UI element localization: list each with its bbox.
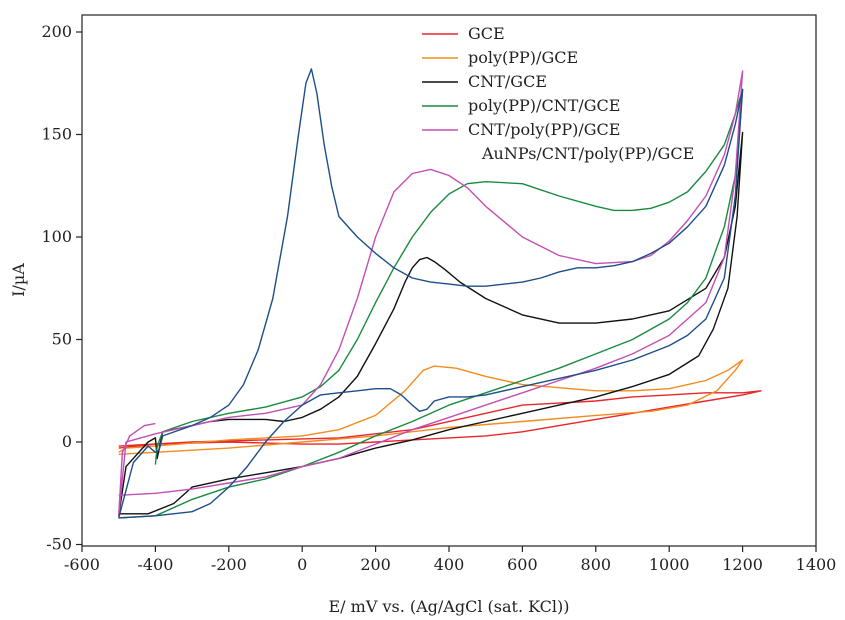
x-tick-label: 1000 (649, 555, 690, 574)
x-tick-label: 600 (507, 555, 538, 574)
legend-label: poly(PP)/GCE (468, 48, 578, 67)
x-axis-title: E/ mV vs. (Ag/AgCl (sat. KCl)) (328, 597, 569, 616)
series-line-6 (118, 68, 744, 519)
x-tick-label: -600 (64, 555, 100, 574)
x-tick-label: 800 (581, 555, 612, 574)
y-tick-label: 150 (41, 125, 72, 144)
y-tick-label: 100 (41, 227, 72, 246)
y-axis: -50 0 50 100 150 200 (41, 22, 82, 554)
x-tick-label: -400 (137, 555, 173, 574)
series-lines (118, 68, 762, 519)
y-tick-label: 50 (52, 330, 72, 349)
x-tick-label: 0 (297, 555, 307, 574)
series-line-2 (118, 359, 744, 455)
y-tick-label: 200 (41, 22, 72, 41)
plot-frame (81, 14, 817, 547)
legend-label: CNT/GCE (468, 72, 547, 91)
x-tick-label: -200 (211, 555, 247, 574)
series-line-1 (118, 390, 762, 449)
y-tick-label: -50 (46, 535, 72, 554)
x-tick-label: 1200 (722, 555, 763, 574)
x-tick-label: 1400 (796, 555, 837, 574)
legend-label: CNT/poly(PP)/GCE (468, 120, 620, 139)
series-line-5 (118, 70, 744, 517)
legend-label: GCE (468, 24, 505, 43)
legend: GCE poly(PP)/GCE CNT/GCE poly(PP)/CNT/GCE CN… (422, 24, 694, 163)
x-axis: -600 -400 -200 0 200 400 600 800 1000 1200 1400 (64, 546, 836, 574)
y-tick-label: 0 (62, 432, 72, 451)
series-line-4 (118, 88, 744, 519)
series-line-3 (118, 131, 744, 516)
legend-label: poly(PP)/CNT/GCE (468, 96, 620, 115)
y-axis-title: I/µA (9, 263, 28, 297)
x-tick-label: 200 (360, 555, 391, 574)
x-tick-label: 400 (434, 555, 465, 574)
legend-label: AuNPs/CNT/poly(PP)/GCE (481, 144, 694, 163)
